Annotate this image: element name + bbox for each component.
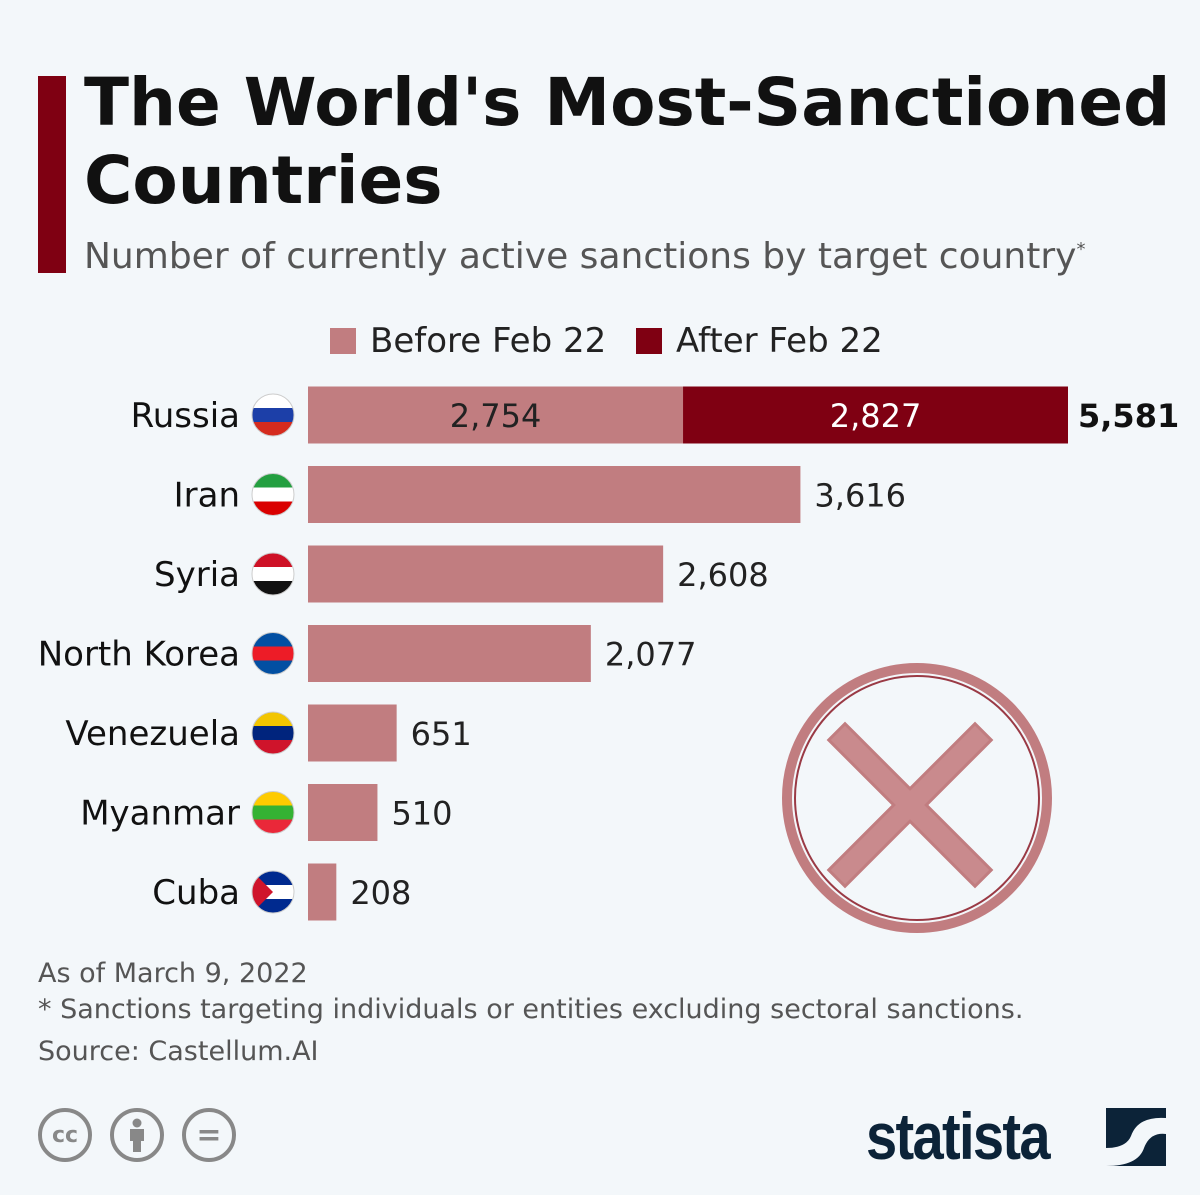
- north-korea-flag-icon: [252, 632, 294, 675]
- bar-before[interactable]: [308, 625, 591, 682]
- flag-border: [251, 791, 295, 834]
- category-label: Myanmar: [80, 794, 240, 834]
- no-derivatives-icon[interactable]: =: [182, 1108, 236, 1162]
- flag-border: [251, 870, 295, 914]
- data-label: 2,608: [677, 556, 769, 594]
- flag-border: [251, 393, 295, 437]
- iran-flag-icon: [252, 473, 294, 516]
- by-attribution-icon[interactable]: [110, 1108, 164, 1162]
- bar-before[interactable]: [308, 386, 684, 444]
- title-accent-bar: [38, 76, 66, 273]
- statista-logo-mark: [1106, 1108, 1166, 1166]
- flag-border: [251, 711, 295, 755]
- cc-icon[interactable]: cc: [38, 1108, 92, 1162]
- category-label: Cuba: [152, 873, 240, 913]
- bar-before[interactable]: [308, 704, 397, 762]
- category-label: Venezuela: [65, 714, 240, 754]
- flag-border: [251, 552, 295, 596]
- data-label: 3,616: [814, 477, 906, 515]
- data-label: 2,754: [450, 397, 542, 435]
- category-label: Russia: [131, 396, 240, 436]
- total-label: 5,581: [1078, 397, 1179, 435]
- category-label: North Korea: [38, 635, 240, 675]
- statista-logo[interactable]: statista: [866, 1099, 1051, 1173]
- myanmar-flag-icon: [252, 791, 294, 834]
- bar-before[interactable]: [308, 545, 664, 603]
- bar-after[interactable]: [683, 386, 1068, 444]
- legend-label: After Feb 22: [676, 321, 883, 361]
- source: Source: Castellum.AI: [38, 1036, 319, 1067]
- data-label: 510: [391, 795, 452, 833]
- syria-flag-icon: [252, 553, 294, 595]
- flag-border: [251, 632, 295, 675]
- bar-before[interactable]: [308, 863, 337, 921]
- data-label: 2,077: [605, 636, 697, 674]
- date-note: As of March 9, 2022: [38, 958, 308, 989]
- chart-title: The World's Most-Sanctioned Countries: [84, 64, 1171, 219]
- bar-before[interactable]: [308, 784, 378, 841]
- legend-label: Before Feb 22: [370, 321, 606, 361]
- subtitle-asterisk: *: [1076, 239, 1086, 260]
- russia-flag-icon: [252, 394, 294, 436]
- data-label: 208: [350, 874, 411, 912]
- category-label: Syria: [154, 555, 240, 595]
- data-label: 651: [411, 715, 472, 753]
- category-label: Iran: [174, 476, 240, 516]
- data-label: 2,827: [830, 397, 922, 435]
- subtitle-text: Number of currently active sanctions by …: [84, 236, 1077, 277]
- legend-swatch: [636, 328, 662, 354]
- bar-before[interactable]: [308, 466, 801, 523]
- cuba-flag-icon: [252, 871, 294, 913]
- bar-chart: Before Feb 22 After Feb 22 Russia 2,754 2,82…: [38, 321, 1179, 933]
- legend-swatch: [330, 328, 356, 354]
- flag-border: [251, 473, 295, 516]
- chart-subtitle: Number of currently active sanctions by …: [84, 236, 1085, 277]
- sanction-x-icon: [782, 663, 1052, 933]
- footnote: * Sanctions targeting individuals or ent…: [38, 994, 1024, 1025]
- venezuela-flag-icon: [252, 712, 294, 754]
